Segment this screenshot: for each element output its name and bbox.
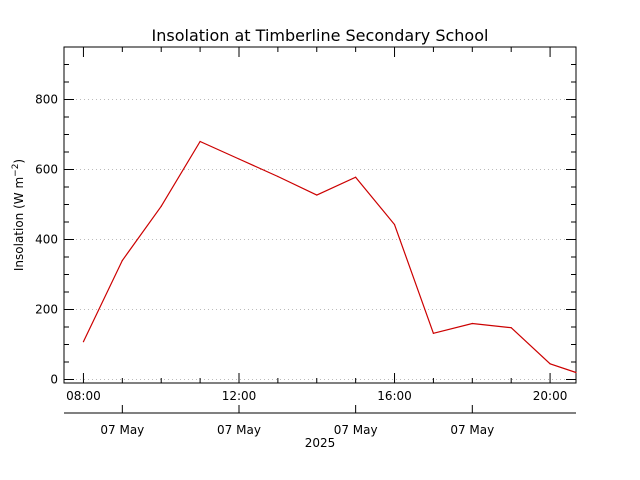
y-axis: 0 200 400 600 800 [35, 64, 576, 387]
data-point [199, 140, 201, 143]
data-point [355, 176, 357, 178]
y-tick-label: 400 [35, 233, 58, 247]
data-point [316, 194, 318, 196]
series-line [82, 140, 577, 374]
x-tick-label: 08:00 [66, 389, 101, 403]
date-tick-label: 07 May [100, 423, 144, 437]
date-axis: 07 May 07 May 07 May 07 May [100, 405, 494, 437]
date-tick-label: 07 May [217, 423, 261, 437]
year-label: 2025 [305, 436, 336, 450]
data-point [471, 322, 473, 325]
data-point [549, 363, 551, 365]
date-tick-label: 07 May [334, 423, 378, 437]
series-layer [82, 140, 577, 374]
data-point [393, 223, 396, 226]
data-point [82, 341, 85, 343]
y-tick-label: 600 [35, 163, 58, 177]
x-tick-label: 16:00 [377, 389, 412, 403]
y-axis-label-main: Insolation (W m [12, 177, 26, 271]
data-point [432, 332, 435, 334]
data-point [277, 175, 279, 178]
data-point [510, 327, 512, 329]
y-tick-label: 800 [35, 93, 58, 107]
x-tick-label: 20:00 [533, 389, 568, 403]
x-axis: 08:00 12:00 16:00 20:00 [66, 47, 567, 403]
data-point [238, 158, 240, 160]
y-axis-label: Insolation (W m−2) [11, 159, 26, 271]
date-tick-label: 07 May [450, 423, 494, 437]
data-point [160, 205, 162, 207]
grid-lines [64, 99, 576, 380]
y-axis-label-close: ) [12, 159, 26, 164]
y-tick-label: 0 [50, 373, 58, 387]
chart-title: Insolation at Timberline Secondary Schoo… [152, 26, 489, 45]
data-point [121, 259, 123, 262]
x-tick-label: 12:00 [222, 389, 257, 403]
y-tick-label: 200 [35, 303, 58, 317]
y-axis-label-superscript: −2 [11, 164, 21, 177]
plot-frame [63, 46, 577, 384]
data-point [575, 371, 577, 374]
